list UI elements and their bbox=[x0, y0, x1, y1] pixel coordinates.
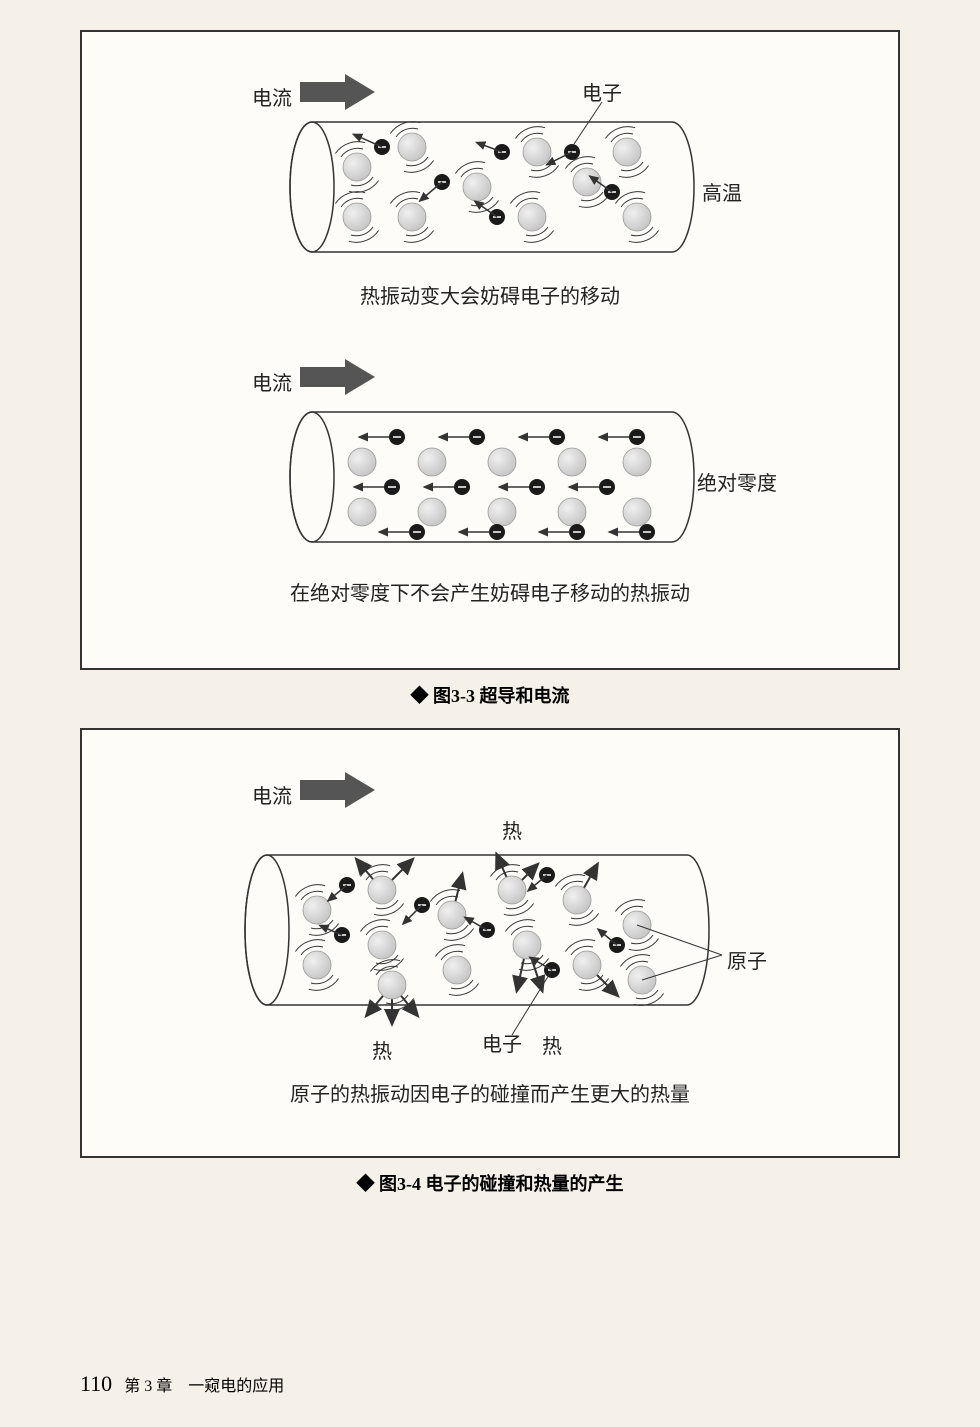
figure-3-4-box: 电流 热 热 热 电子 原子 原子的热振动因电子的碰撞而产生更大的热量 bbox=[80, 728, 900, 1158]
heat-label-1: 热 bbox=[502, 815, 522, 844]
chapter-label: 第 3 章 一窥电的应用 bbox=[124, 1378, 284, 1395]
figure-3-4-caption: 图3-4 电子的碰撞和热量的产生 bbox=[80, 1170, 900, 1196]
sub-caption-top: 热振动变大会妨碍电子的移动 bbox=[82, 280, 898, 309]
figure-3-3-box: 电流 电子 高温 热振动变大会妨碍电子的移动 电流 绝对零度 在绝对零度下不会产… bbox=[80, 30, 900, 670]
current-label-top: 电流 bbox=[252, 82, 292, 111]
high-temp-label: 高温 bbox=[702, 177, 742, 206]
electron-label: 电子 bbox=[582, 77, 622, 106]
current-label-bottom: 电流 bbox=[252, 367, 292, 396]
heat-label-3: 热 bbox=[542, 1030, 562, 1059]
figure-3-3-svg bbox=[82, 32, 898, 668]
page-footer: 110 第 3 章 一窥电的应用 bbox=[80, 1371, 284, 1397]
sub-caption-bottom: 在绝对零度下不会产生妨碍电子移动的热振动 bbox=[82, 577, 898, 606]
sub-caption-f2: 原子的热振动因电子的碰撞而产生更大的热量 bbox=[82, 1078, 898, 1107]
abs-zero-label: 绝对零度 bbox=[697, 467, 777, 496]
heat-label-2: 热 bbox=[372, 1035, 392, 1064]
atom-label: 原子 bbox=[727, 945, 767, 974]
electron-label-f2: 电子 bbox=[482, 1028, 522, 1057]
page-number: 110 bbox=[80, 1371, 112, 1396]
figure-3-3-caption: 图3-3 超导和电流 bbox=[80, 682, 900, 708]
current-label-f2: 电流 bbox=[252, 780, 292, 809]
